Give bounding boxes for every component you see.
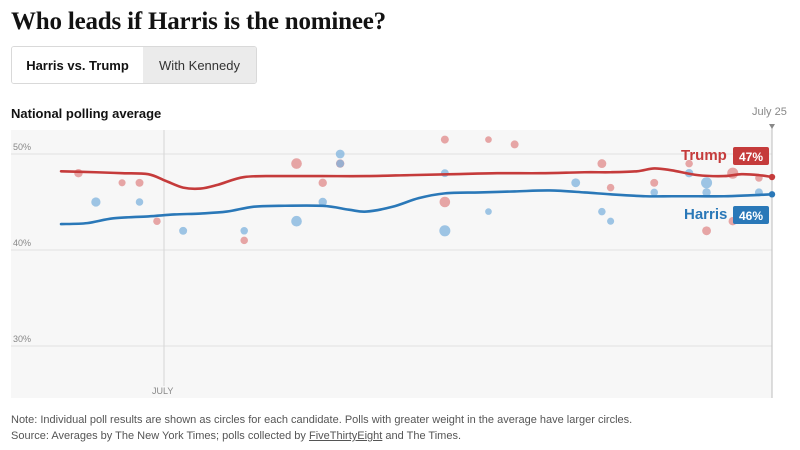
- harris-poll-dot: [607, 217, 615, 225]
- trump-poll-dot: [727, 167, 739, 179]
- trump-poll-dot: [153, 217, 161, 225]
- harris-poll-dot: [335, 149, 345, 159]
- x-tick-label-july: JULY: [152, 386, 173, 396]
- harris-series-label: Harris: [684, 206, 727, 223]
- harris-poll-dot: [598, 207, 606, 216]
- y-tick-label-40: 40%: [13, 238, 31, 248]
- fivethirtyeight-link[interactable]: FiveThirtyEight: [308, 430, 383, 442]
- trump-poll-dot: [650, 178, 659, 187]
- page-title: Who leads if Harris is the nominee?: [11, 8, 386, 35]
- harris-value-badge: [733, 206, 769, 224]
- trump-poll-dot: [74, 169, 83, 178]
- harris-end-point: [768, 191, 776, 198]
- harris-poll-dot: [336, 159, 345, 168]
- end-date-marker: [769, 124, 775, 129]
- trump-poll-dot: [135, 178, 144, 187]
- trump-series-label: Trump: [681, 147, 727, 164]
- y-tick-label-30: 30%: [13, 334, 31, 344]
- footnote-suffix: and The Times.: [382, 430, 462, 442]
- trump-average-line: [59, 167, 774, 191]
- trump-poll-dot: [510, 140, 519, 149]
- trump-poll-dot: [606, 183, 615, 192]
- candidate-tabs: Harris vs. Trump With Kennedy: [11, 46, 257, 84]
- trump-poll-dot: [702, 226, 711, 236]
- harris-poll-dot: [91, 197, 101, 207]
- end-date-label: July 25: [752, 106, 787, 118]
- footnote-text: Note: Individual poll results are shown …: [11, 414, 633, 442]
- trump-poll-dot: [485, 136, 492, 143]
- harris-poll-dot: [571, 178, 581, 188]
- harris-poll-dot: [650, 188, 658, 197]
- trump-poll-dot: [240, 236, 248, 245]
- trump-value-badge: [733, 147, 769, 165]
- footnote: Note: Individual poll results are shown …: [11, 412, 651, 444]
- harris-poll-dot: [701, 177, 713, 189]
- trump-poll-dot: [118, 179, 126, 187]
- harris-average-line: [59, 189, 774, 226]
- trump-poll-dot: [685, 159, 693, 168]
- trump-poll-dot: [291, 158, 302, 169]
- harris-poll-dot: [135, 198, 144, 206]
- trump-poll-dot: [597, 159, 607, 169]
- harris-poll-dot: [179, 226, 188, 235]
- polling-chart: 50% 40% 30% JULY Trump 47% Harris 46%: [11, 124, 776, 398]
- y-tick-label-50: 50%: [13, 142, 31, 152]
- trump-value-label: 47%: [739, 150, 763, 164]
- trump-poll-dot: [440, 135, 449, 144]
- harris-poll-dot: [702, 188, 711, 197]
- tab-harris-vs-trump[interactable]: Harris vs. Trump: [12, 47, 143, 83]
- plot-background: [11, 130, 772, 398]
- chart-title: National polling average: [11, 106, 162, 121]
- harris-value-label: 46%: [739, 209, 763, 223]
- harris-poll-dot: [291, 215, 302, 227]
- trump-poll-dot: [439, 196, 451, 208]
- harris-poll-dot: [439, 225, 451, 237]
- trump-poll-dot: [318, 178, 327, 187]
- harris-poll-dot: [318, 197, 327, 207]
- harris-poll-dot: [240, 227, 248, 235]
- harris-poll-dot: [485, 208, 492, 215]
- tab-with-kennedy[interactable]: With Kennedy: [143, 47, 256, 83]
- trump-end-point: [768, 173, 776, 181]
